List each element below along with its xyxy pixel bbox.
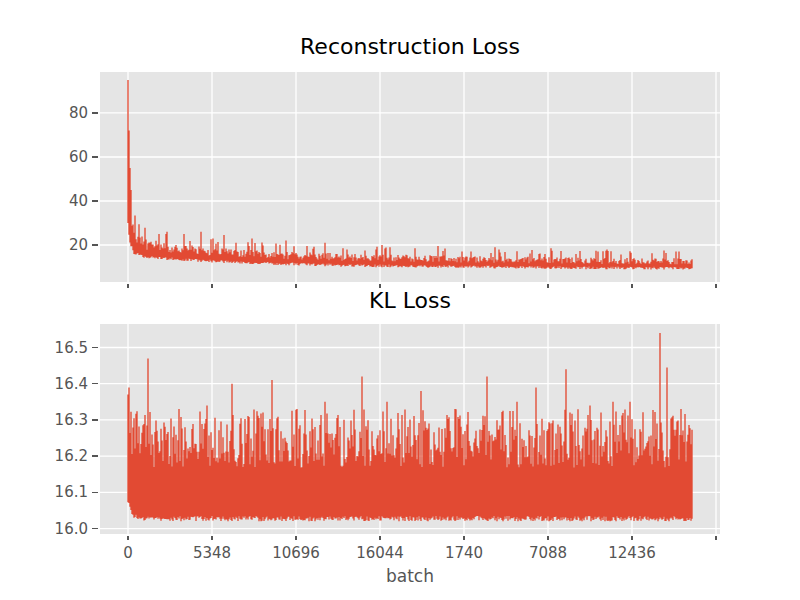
y-tick-label: 16.0 — [44, 520, 88, 538]
x-tick-mark — [379, 536, 381, 540]
figure: Reconstruction Loss KL Loss batch 20 40 60… — [0, 0, 800, 600]
y-tick-label: 16.5 — [44, 339, 88, 357]
y-tick-mark — [92, 492, 98, 494]
y-tick-label: 40 — [44, 192, 88, 210]
y-tick-label: 16.2 — [44, 447, 88, 465]
x-tick-label: 16044 — [338, 544, 422, 562]
plot-area-reconstruction-loss — [100, 72, 720, 282]
x-tick-label: 7088 — [506, 544, 590, 562]
x-tick-mark — [211, 284, 213, 288]
x-tick-mark — [715, 284, 717, 288]
y-tick-mark — [92, 156, 98, 158]
y-tick-label: 60 — [44, 148, 88, 166]
x-tick-label: 10696 — [254, 544, 338, 562]
x-tick-label: 1740 — [422, 544, 506, 562]
y-tick-mark — [92, 383, 98, 385]
x-tick-mark — [127, 536, 129, 540]
x-axis-label: batch — [100, 566, 720, 586]
plot-area-kl-loss — [100, 324, 720, 534]
x-tick-mark — [715, 536, 717, 540]
x-tick-mark — [631, 284, 633, 288]
x-tick-mark — [211, 536, 213, 540]
x-tick-mark — [547, 284, 549, 288]
y-tick-label: 16.4 — [44, 375, 88, 393]
x-tick-mark — [127, 284, 129, 288]
x-tick-label: 12436 — [590, 544, 674, 562]
y-tick-mark — [92, 112, 98, 114]
y-tick-mark — [92, 244, 98, 246]
y-tick-mark — [92, 347, 98, 349]
x-tick-mark — [547, 536, 549, 540]
y-tick-label: 20 — [44, 236, 88, 254]
x-tick-mark — [295, 284, 297, 288]
y-tick-mark — [92, 528, 98, 530]
x-tick-mark — [379, 284, 381, 288]
y-tick-mark — [92, 419, 98, 421]
chart-canvas-1 — [100, 324, 720, 534]
y-tick-label: 80 — [44, 104, 88, 122]
y-tick-mark — [92, 455, 98, 457]
x-tick-mark — [463, 536, 465, 540]
x-tick-mark — [631, 536, 633, 540]
chart-canvas-0 — [100, 72, 720, 282]
x-tick-mark — [295, 536, 297, 540]
chart-title-kl-loss: KL Loss — [100, 288, 720, 314]
y-tick-label: 16.3 — [44, 411, 88, 429]
y-tick-mark — [92, 200, 98, 202]
chart-title-reconstruction-loss: Reconstruction Loss — [100, 34, 720, 60]
y-tick-label: 16.1 — [44, 483, 88, 501]
x-tick-mark — [463, 284, 465, 288]
x-tick-label: 0 — [86, 544, 170, 562]
x-tick-label: 5348 — [170, 544, 254, 562]
